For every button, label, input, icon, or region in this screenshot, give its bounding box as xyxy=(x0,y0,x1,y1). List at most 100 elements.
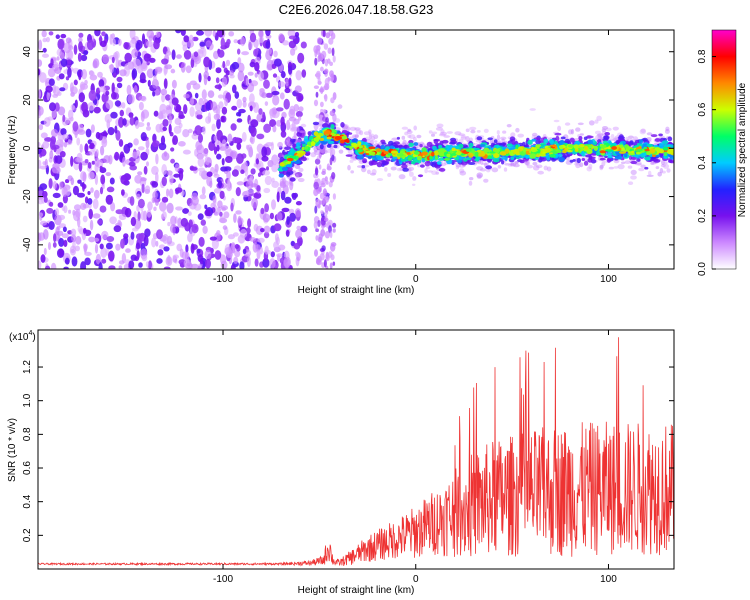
ridge-blob xyxy=(401,135,406,140)
ridge-blob xyxy=(510,162,515,166)
noise-blob xyxy=(155,240,159,247)
ridge-blob xyxy=(470,129,476,134)
ridge-blob xyxy=(424,168,428,174)
noise-blob xyxy=(250,134,255,145)
noise-blob xyxy=(154,68,158,76)
noise-blob xyxy=(60,128,67,136)
ridge-blob xyxy=(417,155,422,161)
noise-blob xyxy=(38,124,44,131)
ridge-blob xyxy=(649,148,656,154)
noise-blob xyxy=(223,211,230,219)
noise-blob xyxy=(313,221,318,229)
noise-blob xyxy=(38,106,44,116)
noise-blob xyxy=(272,125,277,133)
ridge-blob xyxy=(368,156,372,160)
noise-blob xyxy=(94,30,101,37)
ridge-blob xyxy=(319,148,326,154)
noise-blob xyxy=(329,77,334,82)
noise-blob xyxy=(111,91,117,100)
noise-blob xyxy=(116,76,123,82)
noise-blob xyxy=(58,248,64,257)
ridge-blob xyxy=(602,126,608,130)
snr-ylabel: SNR (10 * v/v) xyxy=(7,418,18,482)
noise-blob xyxy=(323,94,327,100)
noise-blob xyxy=(39,183,48,191)
ridge-blob xyxy=(597,139,602,143)
ridge-blob xyxy=(300,123,307,128)
noise-blob xyxy=(49,201,54,207)
ridge-blob xyxy=(544,147,551,153)
noise-blob xyxy=(109,33,113,45)
noise-blob xyxy=(236,112,241,117)
ridge-blob xyxy=(636,158,641,162)
noise-blob xyxy=(160,88,168,96)
noise-blob xyxy=(331,154,335,162)
noise-blob xyxy=(87,191,91,195)
noise-blob xyxy=(295,201,302,206)
noise-blob xyxy=(235,187,241,197)
noise-blob xyxy=(324,204,329,213)
noise-blob xyxy=(77,129,86,135)
noise-blob xyxy=(330,97,335,104)
noise-blob xyxy=(161,93,166,103)
ridge-blob xyxy=(298,130,304,133)
noise-blob xyxy=(97,219,103,225)
ridge-blob xyxy=(282,170,287,176)
noise-blob xyxy=(159,201,167,212)
noise-blob xyxy=(95,131,101,140)
noise-blob xyxy=(211,123,216,132)
ridge-blob xyxy=(665,126,670,132)
noise-blob xyxy=(90,187,94,193)
ridge-blob xyxy=(576,157,581,164)
ridge-blob xyxy=(640,164,646,168)
ridge-blob xyxy=(362,147,368,151)
noise-blob xyxy=(118,260,125,265)
ridge-blob xyxy=(493,148,501,153)
ridge-blob xyxy=(638,139,644,144)
noise-blob xyxy=(205,40,212,48)
noise-blob xyxy=(138,262,143,268)
noise-blob xyxy=(220,115,225,123)
noise-blob xyxy=(129,116,135,126)
noise-blob xyxy=(129,196,135,206)
ridge-blob xyxy=(564,122,571,126)
spectrogram-x-tick-label: 0 xyxy=(413,274,419,285)
ridge-blob xyxy=(608,166,614,170)
noise-blob xyxy=(71,234,77,243)
noise-blob xyxy=(120,238,125,249)
noise-blob xyxy=(212,199,217,207)
noise-blob xyxy=(273,241,279,250)
ridge-blob xyxy=(661,170,666,174)
ridge-blob xyxy=(605,127,612,132)
noise-blob xyxy=(50,262,57,269)
noise-blob xyxy=(328,37,334,45)
ridge-blob xyxy=(546,166,552,172)
ridge-blob xyxy=(295,146,301,149)
noise-blob xyxy=(131,68,138,79)
spectrogram-heatmap xyxy=(38,30,674,269)
noise-blob xyxy=(183,104,188,115)
ridge-blob xyxy=(421,151,428,156)
noise-blob xyxy=(201,186,206,196)
noise-blob xyxy=(127,142,133,148)
ridge-blob xyxy=(298,152,304,157)
noise-blob xyxy=(83,227,87,234)
noise-blob xyxy=(156,229,163,240)
ridge-blob xyxy=(352,135,357,139)
ridge-blob xyxy=(587,139,594,145)
spectrogram-x-tick-label: -100 xyxy=(213,274,233,285)
ridge-blob xyxy=(402,139,407,146)
ridge-blob xyxy=(589,156,596,160)
noise-blob xyxy=(297,52,305,64)
noise-blob xyxy=(182,149,191,155)
noise-blob xyxy=(192,36,199,42)
noise-blob xyxy=(241,131,247,142)
ridge-blob xyxy=(474,151,479,158)
ridge-blob xyxy=(515,144,519,150)
ridge-blob xyxy=(603,135,610,140)
noise-blob xyxy=(234,244,240,249)
ridge-blob xyxy=(313,149,321,156)
noise-blob xyxy=(270,251,275,258)
noise-blob xyxy=(289,212,296,222)
noise-blob xyxy=(274,233,279,243)
